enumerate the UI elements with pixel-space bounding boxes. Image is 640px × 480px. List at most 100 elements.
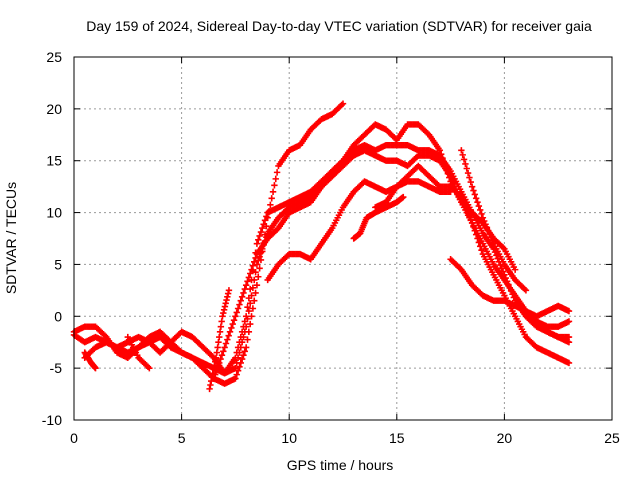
data-point-track-3-14-3: [236, 349, 243, 356]
data-point-track-5-19-5: [475, 239, 483, 246]
plot-frame: [73, 56, 613, 421]
data-point-track-3-14-4: [237, 344, 244, 351]
data-point-track-9-2-6: [487, 234, 495, 241]
data-point-track-5-28: [565, 359, 573, 367]
data-point-track-2-17-4: [259, 224, 266, 232]
chart-title: Day 159 of 2024, Sidereal Day-to-day VTE…: [86, 18, 592, 34]
data-point-track-12-1-7: [218, 318, 225, 325]
data-point-track-1-17-2: [256, 265, 263, 272]
data-point-track-4-1-7: [230, 316, 238, 324]
data-point-track-3-15-7: [252, 269, 259, 276]
data-point-track-12-2-7: [224, 290, 232, 297]
plot-border: [73, 56, 613, 421]
data-point-track-4-0-4: [216, 359, 223, 367]
data-point-track-5-18-1: [459, 197, 466, 204]
data-point-track-5-19-1: [470, 223, 477, 231]
data-point-track-12-2-2: [220, 306, 228, 314]
data-point-track-4-2-7: [241, 285, 249, 293]
data-point-track-1-17: [253, 281, 261, 289]
data-point-track-4-0-7: [220, 348, 227, 355]
data-point-track-12-1: [212, 354, 220, 361]
data-point-track-4-21: [436, 147, 444, 154]
data-point-track-4-0-2: [213, 367, 220, 374]
data-point-track-1-16-6: [251, 297, 258, 304]
y-tick-label-4: 10: [46, 205, 62, 221]
data-point-track-4-1: [221, 344, 228, 351]
data-point-track-1-18-7: [273, 169, 281, 176]
data-point-track-1-18-2: [267, 201, 274, 208]
data-point-track-3-14-7: [241, 328, 249, 336]
data-point-track-3-14-6: [240, 333, 247, 341]
data-point-track-1-18-3: [268, 195, 275, 202]
data-point-track-9-2-2: [482, 221, 489, 228]
data-point-track-4-3-7: [252, 254, 259, 262]
data-point-track-1-18-4: [269, 188, 277, 196]
y-tick-label-5: 15: [46, 153, 62, 169]
data-point-track-5-19: [468, 219, 476, 227]
data-point-track-5-18-5: [464, 210, 472, 217]
data-point-track-4-3-3: [246, 270, 254, 277]
data-point-track-1-16-7: [252, 289, 259, 297]
data-point-track-4-3-6: [251, 258, 258, 266]
data-point-track-4-21-4: [442, 162, 449, 170]
data-point-track-12-2-1: [220, 309, 227, 317]
data-point-track-3-14-5: [238, 339, 246, 346]
data-point-track-4-3-1: [244, 278, 251, 285]
data-point-track-4-1-3: [225, 332, 232, 339]
data-point-track-12-2-3: [221, 303, 229, 310]
data-point-track-9-0-5: [464, 169, 472, 177]
data-point-track-1-15-6: [240, 351, 247, 359]
data-point-track-12-2: [219, 313, 226, 320]
data-point-track-2-17-7: [263, 213, 270, 220]
data-point-track-12-0-1: [207, 381, 214, 389]
data-point-track-9-0-3: [462, 160, 469, 168]
data-point-track-3-15-5: [249, 284, 257, 291]
data-point-track-3-15-4: [248, 292, 255, 299]
data-point-track-7-7: [447, 188, 454, 196]
data-point-track-1-15: [232, 375, 239, 382]
data-point-track-3-14-2: [234, 354, 242, 361]
data-point-track-3-15-6: [251, 276, 258, 284]
data-points: [70, 100, 573, 393]
data-point-track-11-2: [146, 364, 153, 372]
x-tick-label-0: 0: [70, 430, 78, 446]
data-point-track-2-17: [253, 240, 261, 247]
data-point-track-1-15-5: [238, 355, 246, 363]
data-point-track-2-17-1: [255, 236, 262, 243]
data-point-track-5-18-6: [466, 213, 473, 220]
data-point-track-1-18-5: [271, 182, 278, 189]
data-point-track-3-15: [242, 323, 250, 330]
data-point-track-5-18: [458, 193, 465, 201]
data-point-track-9-2-3: [483, 224, 491, 231]
data-point-track-10-2: [92, 364, 99, 372]
data-point-track-12-0-2: [207, 377, 215, 385]
data-point-track-4-21-2: [439, 154, 446, 162]
data-point-track-4-0-5: [217, 355, 224, 363]
data-point-track-5-19-6: [476, 243, 484, 250]
data-point-track-5-18-2: [460, 200, 468, 207]
data-point-track-9-1-2: [471, 191, 479, 198]
data-point-track-4-1-6: [229, 320, 236, 328]
data-point-track-12-1-4: [216, 333, 223, 341]
data-point-track-4-3-2: [245, 274, 253, 281]
data-point-track-3-45: [565, 333, 573, 341]
data-point-track-4-0-6: [218, 351, 226, 359]
data-point-track-4-2-1: [233, 309, 240, 316]
y-tick-label-3: 5: [54, 256, 62, 272]
data-point-track-9-0-7: [467, 178, 474, 186]
data-point-track-12-2-5: [223, 296, 230, 304]
data-point-track-4-2: [232, 313, 239, 320]
data-point-track-9-2: [479, 214, 487, 221]
y-tick-label-0: -10: [42, 412, 62, 428]
axis-ticks: 0 5 10 15 20 25 -10 -5 0 5 10 15 20 25: [42, 49, 620, 446]
data-point-track-2-17-3: [257, 228, 265, 236]
data-point-track-9-0-6: [466, 174, 473, 181]
data-point-track-4-2-2: [234, 305, 242, 312]
data-point-track-4-21-6: [444, 170, 452, 177]
data-point-track-9-1-3: [472, 195, 480, 202]
data-point-track-4-21-1: [437, 151, 445, 158]
data-point-track-9-2-4: [485, 227, 492, 234]
data-point-track-12-2-6: [224, 293, 231, 301]
y-tick-label-6: 20: [46, 101, 62, 117]
